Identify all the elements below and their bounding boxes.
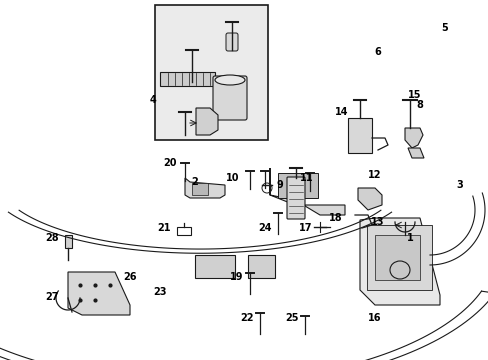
Text: 9: 9	[276, 180, 283, 190]
FancyBboxPatch shape	[286, 177, 305, 219]
Text: 12: 12	[367, 170, 381, 180]
Polygon shape	[407, 148, 423, 158]
Polygon shape	[160, 72, 215, 86]
Text: 19: 19	[230, 272, 243, 282]
Polygon shape	[192, 183, 207, 195]
Text: 16: 16	[367, 313, 381, 323]
Text: 22: 22	[240, 313, 253, 323]
Text: 20: 20	[163, 158, 176, 168]
Text: 18: 18	[328, 213, 342, 223]
FancyBboxPatch shape	[213, 76, 246, 120]
Text: 10: 10	[226, 173, 239, 183]
Polygon shape	[184, 178, 224, 198]
Polygon shape	[269, 168, 345, 215]
Bar	[247, 255, 274, 278]
Text: 26: 26	[123, 272, 137, 282]
Text: 24: 24	[258, 223, 271, 233]
Text: 5: 5	[441, 23, 447, 33]
Polygon shape	[196, 108, 218, 135]
Polygon shape	[65, 235, 72, 248]
Text: 17: 17	[299, 223, 312, 233]
Polygon shape	[359, 218, 439, 305]
Bar	[278, 173, 317, 198]
Text: 6: 6	[374, 47, 381, 57]
Text: 4: 4	[149, 95, 156, 105]
Polygon shape	[357, 188, 381, 210]
Text: 2: 2	[191, 177, 198, 187]
Ellipse shape	[215, 75, 244, 85]
Text: 11: 11	[300, 173, 313, 183]
Text: 15: 15	[407, 90, 421, 100]
Text: 25: 25	[285, 313, 298, 323]
Text: 14: 14	[335, 107, 348, 117]
Bar	[347, 118, 371, 153]
Polygon shape	[404, 128, 422, 148]
Text: 13: 13	[370, 217, 384, 227]
FancyBboxPatch shape	[225, 33, 238, 51]
Text: 1: 1	[406, 233, 412, 243]
Bar	[195, 255, 235, 278]
Bar	[155, 5, 267, 140]
Bar	[366, 225, 431, 290]
Polygon shape	[68, 272, 130, 315]
Bar	[374, 235, 419, 280]
Text: 28: 28	[45, 233, 59, 243]
Text: 8: 8	[416, 100, 423, 110]
Text: 27: 27	[45, 292, 59, 302]
Text: 21: 21	[157, 223, 170, 233]
Text: 23: 23	[153, 287, 166, 297]
Text: 3: 3	[456, 180, 463, 190]
